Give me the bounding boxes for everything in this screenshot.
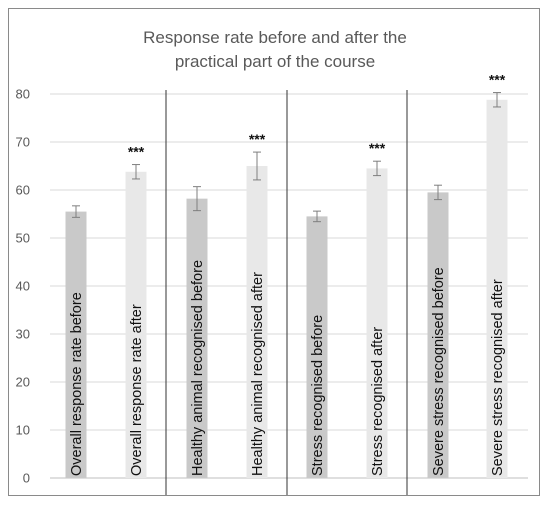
bar — [186, 198, 208, 478]
bar — [486, 99, 508, 478]
bar-label: Healthy animal recognised before — [190, 260, 206, 476]
bar-label: Stress recognised after — [370, 327, 386, 476]
bar — [306, 216, 328, 478]
y-tick-label: 30 — [16, 327, 30, 342]
bar — [366, 168, 388, 478]
chart-title-line-1: Response rate before and after the — [143, 28, 407, 47]
significance-marker: *** — [128, 144, 145, 160]
bar — [427, 192, 449, 478]
chart-frame — [8, 8, 540, 496]
bar-label: Stress recognised before — [310, 315, 326, 476]
significance-marker: *** — [489, 72, 506, 88]
chart-title-line-2: practical part of the course — [174, 52, 376, 71]
y-tick-label: 50 — [16, 231, 30, 246]
y-tick-label: 0 — [23, 471, 30, 486]
bar-label: Severe stress recognised before — [431, 267, 447, 476]
bar — [125, 171, 147, 478]
bar — [246, 166, 268, 478]
y-tick-label: 80 — [16, 87, 30, 102]
bar — [65, 211, 87, 478]
y-tick-label: 60 — [16, 183, 30, 198]
significance-marker: *** — [369, 140, 386, 156]
chart-title: Response rate before and after the pract… — [0, 26, 550, 74]
bar-label: Severe stress recognised after — [490, 279, 506, 476]
y-tick-label: 40 — [16, 279, 30, 294]
significance-marker: *** — [249, 131, 266, 147]
bar-label: Overall response rate after — [129, 304, 145, 476]
bar-label: Overall response rate before — [69, 292, 85, 476]
y-tick-label: 70 — [16, 135, 30, 150]
y-tick-label: 10 — [16, 423, 30, 438]
y-tick-label: 20 — [16, 375, 30, 390]
bar-label: Healthy animal recognised after — [250, 272, 266, 476]
